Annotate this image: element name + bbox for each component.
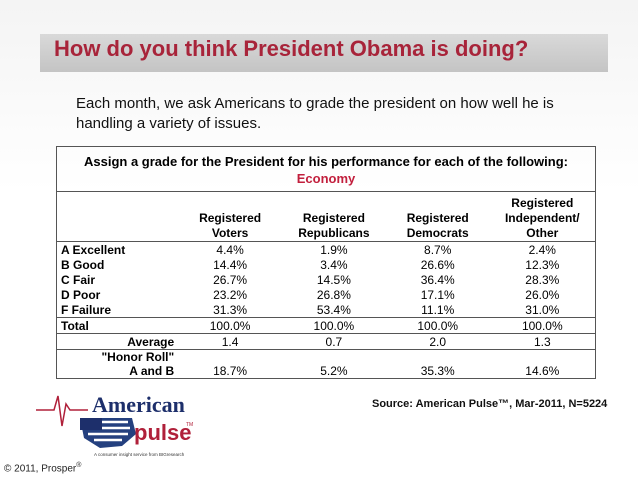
cell: 53.4% [281, 302, 386, 318]
cell: 5.2% [281, 349, 386, 379]
cell: 8.7% [424, 242, 452, 257]
col-header-line: Registered [406, 211, 469, 225]
col-header-line: Registered [199, 211, 262, 225]
title-bar [40, 34, 608, 72]
american-pulse-logo: American pulse TM A consumer insight ser… [36, 386, 200, 458]
copyright-text: © 2011, Prosper [4, 463, 77, 475]
results-table: Assign a grade for the President for his… [56, 146, 596, 379]
table-heading-text: Assign a grade for the President for his… [84, 154, 568, 169]
cell: 36.4% [420, 272, 455, 287]
cell: 100.0% [385, 317, 490, 334]
row-label: D Poor [56, 287, 179, 302]
col-header-democrats: Registered Democrats [385, 191, 490, 242]
cell: 14.5% [316, 272, 351, 287]
table-heading: Assign a grade for the President for his… [56, 146, 596, 192]
col-header-line: Other [526, 226, 559, 240]
row-label: B Good [56, 257, 179, 272]
header-blank [56, 191, 179, 242]
cell: 100.0% [489, 317, 596, 334]
cell: 100.0% [178, 317, 282, 334]
row-label: F Failure [56, 302, 179, 318]
intro-text: Each month, we ask Americans to grade th… [76, 95, 554, 132]
logo-graphic: American pulse TM A consumer insight ser… [36, 392, 193, 457]
results-table-container: Assign a grade for the President for his… [56, 146, 596, 379]
row-label: A Excellent [56, 241, 179, 257]
cell: 17.1% [420, 287, 455, 302]
col-header-line: Voters [211, 226, 249, 240]
col-header-line: Republicans [298, 226, 370, 240]
row-label: C Fair [56, 272, 179, 287]
slide-title: How do you think President Obama is doin… [54, 36, 529, 61]
table-subheading: Economy [296, 171, 356, 186]
cell: 12.3% [489, 257, 596, 272]
table-row-total: Total 100.0% 100.0% 100.0% 100.0% [56, 317, 596, 334]
column-header-row: Registered Voters Registered Republicans… [56, 191, 596, 242]
cell: 100.0% [281, 317, 386, 334]
honor-roll-label-1: "Honor Roll" [101, 350, 175, 364]
copyright: © 2011, Prosper® [4, 462, 81, 474]
cell: 2.0 [385, 333, 490, 350]
cell: 14.6% [489, 349, 596, 379]
cell: 23.2% [213, 287, 248, 302]
logo-tagline: A consumer insight service from BIGresea… [94, 452, 185, 457]
table-row-poor: D Poor 23.2% 26.8% 17.1% 26.0% [56, 287, 596, 302]
table-row-good: B Good 14.4% 3.4% 26.6% 12.3% [56, 257, 596, 272]
cell: 26.7% [213, 272, 248, 287]
row-label: "Honor Roll" A and B [56, 349, 179, 379]
cell: 18.7% [178, 349, 282, 379]
logo-word-pulse: pulse [134, 420, 191, 445]
cell: 28.3% [489, 272, 596, 287]
honor-roll-label-2: A and B [129, 364, 175, 378]
cell: 1.3 [489, 333, 596, 350]
row-label: Average [56, 333, 179, 350]
cell: 26.8% [316, 287, 351, 302]
registered-mark: ® [76, 462, 82, 469]
cell: 31.0% [489, 302, 596, 318]
logo-tm: TM [186, 422, 193, 428]
table-row-excellent: A Excellent 4.4% 1.9% 8.7% 2.4% [56, 241, 596, 257]
cell: 2.4% [489, 241, 596, 257]
cell: 1.9% [320, 242, 348, 257]
cell: 11.1% [385, 302, 490, 318]
table-row-average: Average 1.4 0.7 2.0 1.3 [56, 333, 596, 350]
cell: 14.4% [213, 257, 248, 272]
col-header-line: Independent/ [504, 211, 580, 225]
col-header-independent: Registered Independent/ Other [489, 191, 596, 242]
source-note: Source: American Pulse™, Mar-2011, N=522… [372, 398, 608, 410]
cell: 31.3% [178, 302, 282, 318]
table-row-failure: F Failure 31.3% 53.4% 11.1% 31.0% [56, 302, 596, 318]
table-row-fair: C Fair 26.7% 14.5% 36.4% 28.3% [56, 272, 596, 287]
row-label: Total [56, 317, 179, 334]
cell: 4.4% [216, 242, 244, 257]
table-row-honor-roll: "Honor Roll" A and B 18.7% 5.2% 35.3% 14… [56, 349, 596, 379]
cell: 26.6% [420, 257, 455, 272]
col-header-voters: Registered Voters [178, 191, 282, 242]
col-header-line: Registered [511, 196, 574, 210]
cell: 26.0% [489, 287, 596, 302]
col-header-republicans: Registered Republicans [281, 191, 386, 242]
cell: 35.3% [385, 349, 490, 379]
col-header-line: Registered [302, 211, 365, 225]
cell: 0.7 [281, 333, 386, 350]
cell: 1.4 [178, 333, 282, 350]
col-header-line: Democrats [406, 226, 469, 240]
cell: 3.4% [320, 257, 348, 272]
logo-word-american: American [92, 392, 185, 417]
